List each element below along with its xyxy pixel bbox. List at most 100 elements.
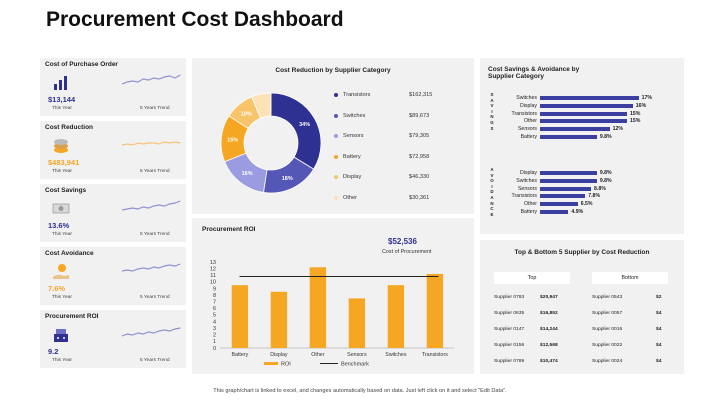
kpi-period: This Year <box>52 358 72 363</box>
roi-amount-label: Cost of Procurement <box>382 249 432 255</box>
bar-category-label: Display <box>519 170 537 176</box>
roi-bar-switches[interactable] <box>387 285 405 348</box>
legend-marker <box>334 195 338 200</box>
y-tick-label: 9 <box>213 286 216 292</box>
supplier-value: $4 <box>656 311 662 316</box>
legend-marker <box>334 93 338 97</box>
group-letter: S <box>490 92 494 97</box>
horizontal-bar[interactable] <box>540 194 586 199</box>
supplier-value: $16,852 <box>540 311 558 316</box>
bar-value-label: 9.8% <box>599 177 612 184</box>
roi-bar-display[interactable] <box>270 291 288 348</box>
legend-item: Other $30,361 <box>334 195 429 201</box>
y-tick-label: 2 <box>213 333 216 339</box>
roi-bar-transistors[interactable] <box>426 273 444 348</box>
bar-value-label: 6.5% <box>580 201 593 208</box>
kpi-card[interactable]: Cost of Purchase Order $13,144 This Year… <box>40 58 186 116</box>
y-tick-label: 0 <box>213 346 216 352</box>
trend-sparkline <box>121 327 181 337</box>
kpi-card[interactable]: Procurement ROI 9.2 This Year 5 Years Tr… <box>40 310 186 368</box>
roi-bar-battery[interactable] <box>231 285 249 348</box>
horizontal-bar[interactable] <box>540 119 627 124</box>
donut-slice-label: 16% <box>242 171 253 177</box>
x-tick-label: Switches <box>385 352 407 358</box>
y-tick-label: 4 <box>213 319 216 325</box>
kpi-card[interactable]: Cost Reduction $483,941 This Year 5 Year… <box>40 121 186 179</box>
supplier-value: $14,244 <box>540 327 558 332</box>
money-stack-icon <box>52 203 70 214</box>
kpi-value: 9.2 <box>48 347 59 356</box>
kpi-period: This Year <box>52 232 72 237</box>
footer-note: This graph/chart is linked to excel, and… <box>213 388 507 394</box>
kpi-card[interactable]: Cost Avoidance 7.6% This Year 5 Years Tr… <box>40 247 186 305</box>
bar-category-label: Switches <box>516 177 537 184</box>
group-letter: D <box>490 189 494 195</box>
horizontal-bar[interactable] <box>540 96 639 100</box>
horizontal-bar[interactable] <box>540 202 578 207</box>
legend-item: Switches $89,673 <box>334 112 429 119</box>
top-bottom-title: Top & Bottom 5 Supplier by Cost Reductio… <box>514 249 650 256</box>
roi-bar-other[interactable] <box>309 267 327 348</box>
group-letter: O <box>490 178 494 184</box>
legend-name: Sensors <box>343 133 364 139</box>
kpi-value: 7.6% <box>48 284 66 293</box>
legend-item: Battery $72,958 <box>334 154 429 160</box>
legend-name: Transistors <box>343 92 371 98</box>
page-title: Procurement Cost Dashboard <box>46 8 344 31</box>
donut-chart[interactable]: 34% 18% 16% 15% 10% <box>216 88 326 198</box>
legend-marker <box>334 134 338 138</box>
donut-slice-label: 18% <box>282 176 293 182</box>
horizontal-bar[interactable] <box>540 135 597 139</box>
horizontal-bar[interactable] <box>540 178 597 183</box>
horizontal-bar[interactable] <box>540 171 597 175</box>
horizontal-bar[interactable] <box>540 111 627 116</box>
kpi-title: Cost of Purchase Order <box>45 61 118 68</box>
x-tick-label: Sensors <box>347 352 367 358</box>
y-tick-label: 3 <box>213 326 216 332</box>
y-tick-label: 13 <box>210 260 216 266</box>
kpi-trend-label: 5 Years Trend <box>140 106 170 111</box>
group-letter: V <box>490 172 494 178</box>
group-letter: G <box>490 120 494 125</box>
kpi-title: Cost Avoidance <box>45 250 94 257</box>
group-letter: A <box>490 97 494 103</box>
supplier-name: Supplier 0024 <box>592 359 623 364</box>
x-tick-label: Battery <box>231 352 248 358</box>
kpi-period: This Year <box>52 169 72 174</box>
bar-value-label: 15% <box>630 110 641 117</box>
group-letter: I <box>491 183 493 189</box>
donut-title: Cost Reduction by Supplier Category <box>275 67 391 74</box>
horizontal-bar[interactable] <box>540 210 569 214</box>
y-tick-label: 11 <box>210 273 216 279</box>
trend-sparkline <box>121 74 181 85</box>
bar-category-label: Display <box>519 102 537 109</box>
bar-value-label: 9.8% <box>599 134 612 140</box>
donut-slice-transistors[interactable] <box>270 92 322 170</box>
horizontal-bar[interactable] <box>540 186 592 191</box>
kpi-period: This Year <box>52 295 72 300</box>
top-header: Top <box>494 272 570 284</box>
supplier-value: $4 <box>656 359 662 364</box>
roi-bar-sensors[interactable] <box>348 298 366 348</box>
legend-roi-label: ROI <box>281 362 291 368</box>
legend-name: Display <box>343 174 362 180</box>
donut-slice-other[interactable] <box>251 92 272 119</box>
bar-category-label: Sensors <box>517 185 537 192</box>
legend-marker <box>334 175 338 179</box>
horizontal-bar[interactable] <box>540 127 610 132</box>
horizontal-bar[interactable] <box>540 103 633 108</box>
supplier-name: Supplier 0016 <box>592 327 623 332</box>
bar-value-label: 8.8% <box>594 185 606 192</box>
donut-slice-label: 15% <box>227 137 238 143</box>
legend-item: Display $46,330 <box>334 174 429 180</box>
group-letter: N <box>490 200 494 206</box>
donut-slice-label: 34% <box>299 122 310 128</box>
legend-name: Switches <box>343 112 366 119</box>
kpi-trend-label: 5 Years Trend <box>140 169 170 174</box>
trend-sparkline <box>121 263 181 272</box>
legend-value: $72,958 <box>409 153 430 160</box>
bar-category-label: Battery <box>520 134 537 140</box>
legend-value: $79,305 <box>409 133 430 139</box>
kpi-card[interactable]: Cost Savings 13.6% This Year 5 Years Tre… <box>40 184 186 242</box>
